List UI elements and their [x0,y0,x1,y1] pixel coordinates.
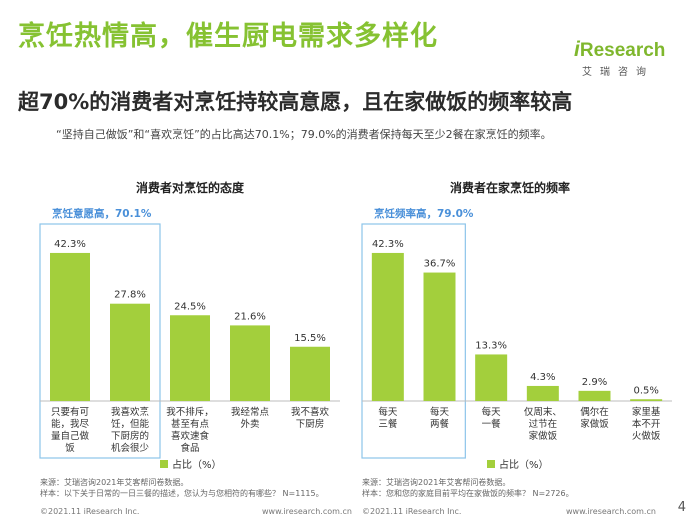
chart1-bar [110,303,150,401]
page-number: 4 [677,500,686,515]
chart2-category-label: 每天 [430,406,450,418]
chart2-category-label: 家做饭 [580,418,609,430]
chart1-sample-line: 样本：以下关于日常的一日三餐的描述，您认为与您相符的有哪些？ N=1115。 [40,489,324,498]
chart1-category-label: 机会很少 [111,442,150,454]
chart1-category-label: 我喜欢烹 [111,406,150,418]
chart1-category-label: 我不喜欢 [291,406,330,418]
chart2-category-label: 每天 [378,406,398,418]
chart2-category-label: 火做饭 [632,430,661,442]
chart2-source-line: 来源：艾瑞咨询2021年艾客帮问卷数据。 [362,478,511,487]
chart2-category-label: 仅周末、 [524,406,562,418]
chart1-bar [170,315,210,401]
page-subtitle: 超70%的消费者对烹饪持较高意愿，且在家做饭的频率较高 [18,90,573,114]
chart2-data-label: 36.7% [424,259,456,270]
chart2-category-label: 家里基 [632,406,661,418]
chart2-highlight-label: 烹饪频率高，79.0% [374,207,474,220]
chart2-legend-label: 占比（%） [499,458,549,471]
chart1-category-label: 下厨房 [296,418,325,430]
chart2-bar [371,252,404,401]
chart1-category-label: 甚至有点 [171,418,210,430]
chart2-category-label: 两餐 [430,418,450,430]
footer-website-right: www.iresearch.com.cn [566,507,656,516]
chart1-data-label: 21.6% [234,311,266,322]
chart2-data-label: 0.5% [633,385,658,396]
chart1-data-label: 15.5% [294,333,326,344]
chart1-category-label: 喜欢速食 [171,430,210,442]
chart2-bar [578,390,611,401]
chart1-legend-label: 占比（%） [172,458,222,471]
chart1-bar [230,325,270,401]
chart2-category-label: 本不开 [632,418,661,430]
page-description: “坚持自己做饭”和“喜欢烹饪”的占比高达70.1%；79.0%的消费者保持每天至… [56,128,552,141]
chart2-legend-swatch [487,460,495,468]
chart1-category-label: 食品 [180,442,199,454]
chart2-category-label: 每天 [482,406,502,418]
chart2-category-label: 过节在 [529,418,558,430]
footer-copyright-left: ©2021.11 iResearch Inc. [40,507,140,516]
chart1-category-label: 饭 [65,442,75,454]
chart1-category-label: 饪，但能 [111,418,150,430]
chart2-category-label: 偶尔在 [580,406,609,418]
chart2-category-label: 一餐 [482,418,502,430]
chart2-data-label: 4.3% [530,372,555,383]
chart1-data-label: 27.8% [114,290,146,301]
chart2-source: 来源：艾瑞咨询2021年艾客帮问卷数据。 样本：您和您的家庭目前平均在家做饭的频… [362,477,574,499]
chart1-category-label: 我经常点 [231,406,270,418]
chart2-data-label: 42.3% [372,239,404,250]
chart1-bar [50,252,90,401]
chart2-category-label: 家做饭 [529,430,558,442]
chart2-data-label: 2.9% [582,377,607,388]
chart1-category-label: 下厨房的 [111,430,149,442]
chart2-bar [475,354,508,401]
chart1-legend-swatch [160,460,168,468]
chart1-highlight-label: 烹饪意愿高，70.1% [52,207,152,220]
iresearch-logo: iResearch 艾瑞咨询 [574,38,674,78]
chart1-category-label: 能，我尽 [51,418,90,430]
chart2-category-label: 三餐 [378,418,398,430]
chart1-category-label: 我不排斥， [166,406,214,418]
chart1-highlight-box [39,223,161,459]
chart2-bar [423,272,456,401]
logo-wordmark-i: i [574,38,580,61]
chart2-sample-line: 样本：您和您的家庭目前平均在家做饭的频率？ N=2726。 [362,489,574,498]
logo-wordmark-rest: Research [579,40,666,61]
page-title: 烹饪热情高，催生厨电需求多样化 [18,21,438,52]
chart2-bar [526,385,559,401]
chart2-bar [630,399,663,401]
chart1-title: 消费者对烹饪的态度 [136,180,245,195]
chart1-category-label: 量自己做 [51,430,90,442]
chart1-category-label: 外卖 [240,418,259,430]
chart2-title: 消费者在家烹饪的频率 [450,180,570,195]
frequency-chart: 消费者在家烹饪的频率烹饪频率高，79.0%42.3%每天三餐36.7%每天两餐1… [361,180,672,471]
chart1-data-label: 24.5% [174,301,206,312]
chart1-source-line: 来源：艾瑞咨询2021年艾客帮问卷数据。 [40,478,189,487]
footer-website-left: www.iresearch.com.cn [262,507,352,516]
chart1-bar [290,346,330,401]
chart2-highlight-box [361,223,466,459]
chart1-category-label: 只要有可 [51,406,89,418]
chart1-data-label: 42.3% [54,239,86,250]
chart2-data-label: 13.3% [475,340,507,351]
footer-copyright-right: ©2021.11 iResearch Inc. [362,507,462,516]
chart1-source: 来源：艾瑞咨询2021年艾客帮问卷数据。 样本：以下关于日常的一日三餐的描述，您… [40,477,324,499]
logo-subtitle: 艾瑞咨询 [582,67,654,78]
logo-wordmark: iResearch [574,38,674,62]
